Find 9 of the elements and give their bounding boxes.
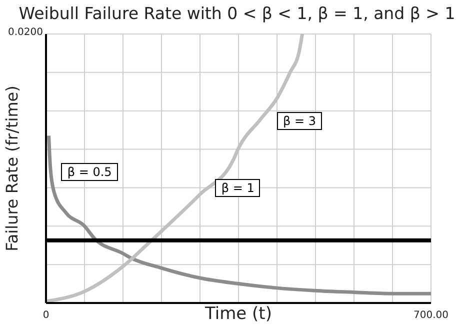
text: β = 1 [215,179,260,198]
x-tick-label: 0 [42,310,50,322]
text: 0.0200 [8,27,43,38]
chart-title: Weibull Failure Rate with 0 < β < 1, β = 1, and β > 1 [18,4,456,23]
series-label: β = 0.5 [61,163,118,182]
series-label: β = 3 [277,112,322,130]
x-tick-label: 700.00 [414,310,448,322]
y-axis-title: Failure Rate (fr/time) [2,86,22,252]
x-axis-title: Time (t) [204,304,272,324]
